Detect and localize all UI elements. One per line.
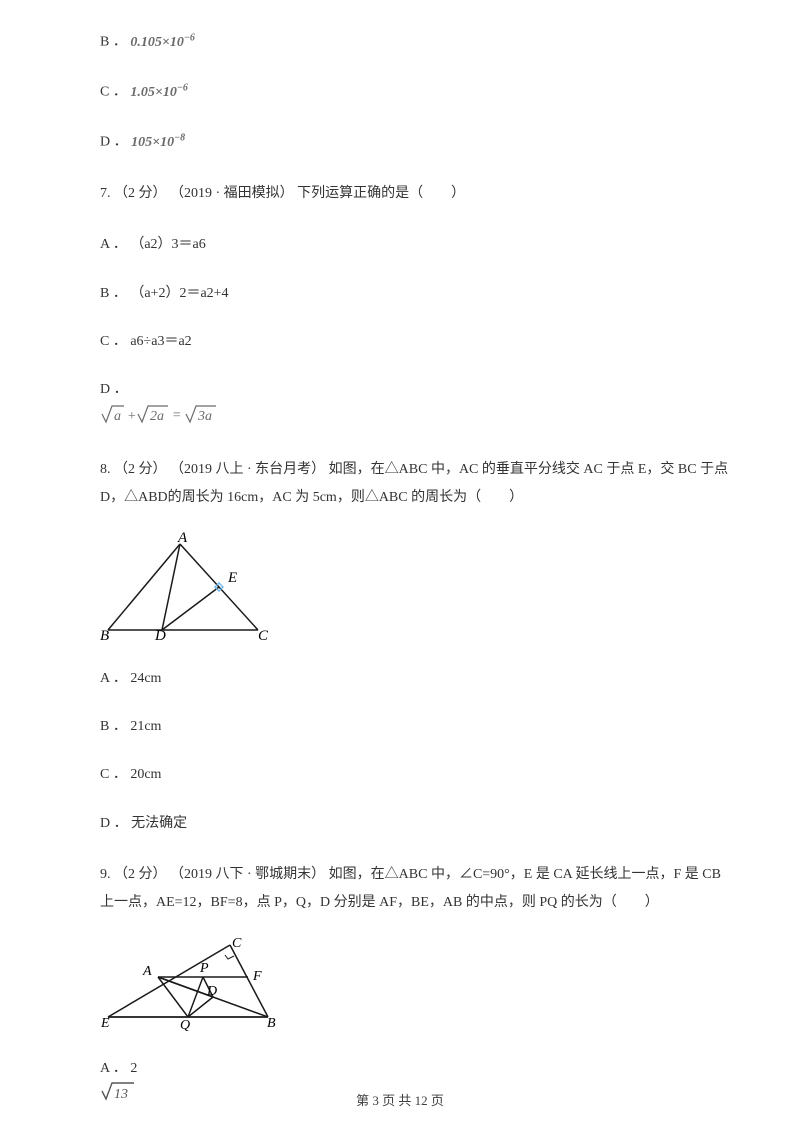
- q8-option-b: B ． 21cm: [70, 716, 730, 738]
- q8-option-d: D ． 无法确定: [70, 813, 730, 835]
- page-footer: 第 3 页 共 12 页: [0, 1091, 800, 1112]
- q6-d-math: 105×10−8: [131, 130, 185, 154]
- svg-text:a: a: [114, 409, 121, 424]
- q6-option-c: C ． 1.05×10−6: [70, 80, 730, 104]
- svg-text:Q: Q: [180, 1018, 190, 1032]
- q9-a-label: A ． 2: [100, 1061, 137, 1076]
- svg-text:B: B: [100, 628, 109, 642]
- triangle-pq-figure: C A F E B P Q D: [100, 937, 290, 1032]
- q6-option-d: D ． 105×10−8: [70, 130, 730, 154]
- svg-text:A: A: [177, 532, 188, 546]
- q7-option-a: A ． （a2）3＝a6: [70, 234, 730, 256]
- q9-figure: C A F E B P Q D: [70, 937, 730, 1032]
- svg-text:E: E: [227, 570, 237, 586]
- q8-stem: 8. （2 分） （2019 八上 · 东台月考） 如图，在△ABC 中，AC …: [70, 456, 730, 512]
- q6-option-b: B ． 0.105×10−6: [70, 30, 730, 54]
- svg-text:=: =: [172, 408, 181, 423]
- q7-d-label: D ．: [100, 382, 128, 397]
- q8-option-a: A ． 24cm: [70, 668, 730, 690]
- svg-text:P: P: [199, 961, 209, 976]
- svg-text:F: F: [252, 969, 262, 984]
- q6-b-label: B ．: [100, 34, 130, 49]
- q8-figure: A B C D E: [70, 532, 730, 642]
- svg-text:D: D: [154, 628, 166, 642]
- q6-b-math: 0.105×10−6: [130, 30, 195, 54]
- q6-d-label: D ．: [100, 134, 131, 149]
- svg-text:D: D: [206, 984, 217, 999]
- q6-c-math: 1.05×10−6: [130, 80, 188, 104]
- q7-option-d: D ． a +2a = 3a: [70, 379, 730, 429]
- svg-text:C: C: [232, 937, 242, 951]
- svg-text:+: +: [127, 409, 136, 424]
- q9-stem: 9. （2 分） （2019 八下 · 鄂城期末） 如图，在△ABC 中，∠C=…: [70, 861, 730, 917]
- svg-text:B: B: [267, 1016, 276, 1031]
- svg-text:E: E: [100, 1016, 110, 1031]
- q8-option-c: C ． 20cm: [70, 764, 730, 786]
- q6-c-label: C ．: [100, 84, 130, 99]
- q7-option-c: C ． a6÷a3＝a2: [70, 331, 730, 353]
- svg-text:3a: 3a: [197, 409, 212, 424]
- q7-stem: 7. （2 分） （2019 · 福田模拟） 下列运算正确的是（ ）: [70, 180, 730, 208]
- sqrt-equation-icon: a +2a = 3a: [100, 402, 230, 430]
- svg-text:C: C: [258, 628, 269, 642]
- triangle-abc-figure: A B C D E: [100, 532, 270, 642]
- q7-option-b: B ． （a+2）2＝a2+4: [70, 283, 730, 305]
- svg-text:A: A: [142, 964, 152, 979]
- q7-d-math: a +2a = 3a: [100, 402, 730, 430]
- svg-text:2a: 2a: [150, 409, 164, 424]
